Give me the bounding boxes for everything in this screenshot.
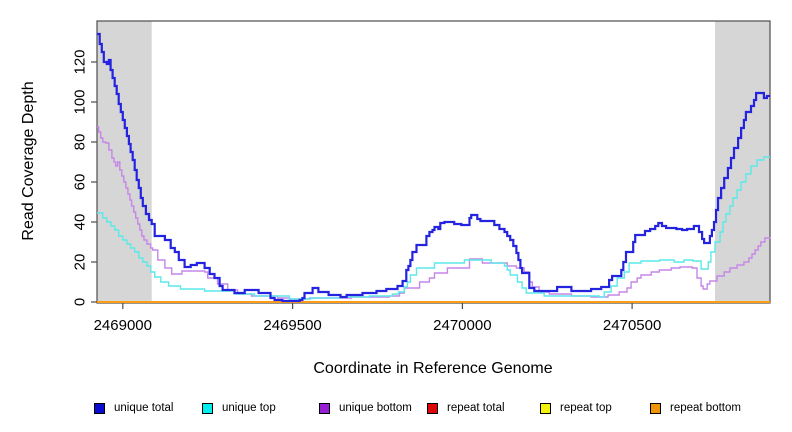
- legend-swatch-repeat-top: [540, 402, 551, 414]
- x-tick-label-0: 2469000: [93, 317, 152, 334]
- legend-label-repeat-total: repeat total: [447, 402, 505, 414]
- legend-label-unique-total: unique total: [114, 402, 174, 414]
- legend-item-repeat-top: repeat top: [540, 401, 612, 415]
- y-tick-label-5: 100: [71, 89, 89, 115]
- legend-item-unique-bottom: unique bottom: [319, 401, 412, 415]
- series-line-unique-total: [97, 32, 770, 303]
- legend-label-unique-top: unique top: [222, 402, 276, 414]
- legend-item-repeat-bottom: repeat bottom: [650, 401, 741, 415]
- legend-swatch-repeat-bottom: [650, 402, 661, 414]
- y-tick-label-6: 120: [71, 49, 89, 75]
- legend-item-unique-total: unique total: [94, 401, 173, 415]
- series-line-unique-bottom: [97, 126, 771, 300]
- shaded-region-0: [97, 21, 152, 303]
- legend-label-repeat-top: repeat top: [560, 402, 612, 414]
- legend-label-repeat-bottom: repeat bottom: [670, 402, 741, 414]
- legend-label-unique-bottom: unique bottom: [339, 402, 412, 414]
- y-tick-label-1: 20: [71, 253, 89, 271]
- shaded-region-1: [715, 21, 770, 303]
- series-line-unique-top: [97, 156, 770, 300]
- x-axis-title: Coordinate in Reference Genome: [313, 360, 553, 377]
- y-tick-label-2: 40: [71, 213, 89, 231]
- legend-item-unique-top: unique top: [202, 401, 276, 415]
- y-tick-label-4: 80: [71, 133, 89, 151]
- legend-swatch-repeat-total: [427, 402, 438, 414]
- x-tick-label-2: 2470000: [433, 317, 492, 334]
- y-tick-label-0: 0: [71, 297, 89, 307]
- y-axis-title: Read Coverage Depth: [20, 81, 37, 241]
- legend-swatch-unique-bottom: [319, 402, 330, 414]
- x-tick-label-3: 2470500: [602, 317, 662, 334]
- legend-swatch-unique-top: [202, 402, 213, 414]
- legend-item-repeat-total: repeat total: [427, 401, 505, 415]
- legend-swatch-unique-total: [94, 402, 105, 414]
- y-tick-label-3: 60: [71, 173, 89, 191]
- x-tick-label-1: 2469500: [263, 317, 322, 334]
